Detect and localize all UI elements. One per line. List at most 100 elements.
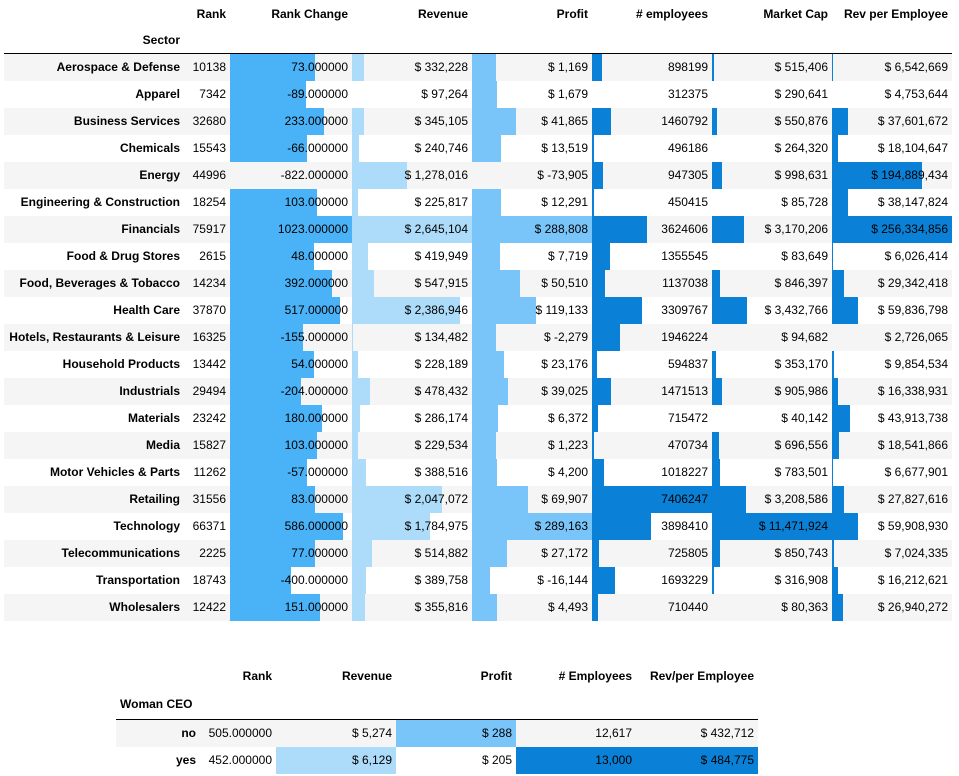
revenue-cell-bar: [352, 161, 408, 189]
rev-per-employee-cell: $ 43,913,738: [832, 404, 952, 432]
profit-cell-value: $ 1,169: [547, 60, 588, 75]
employees-cell: 725805: [592, 539, 712, 567]
profit-cell-value: $ 205: [481, 753, 512, 767]
rank-change-cell-bar: [230, 458, 307, 486]
rev-per-employee-cell-bar: [832, 566, 838, 594]
rank-cell: 505.000000: [200, 719, 276, 747]
rank-cell: 15827: [184, 431, 230, 459]
employees-cell-bar: [592, 377, 612, 405]
rev-per-employee-cell: $ 256,334,856: [832, 215, 952, 243]
col-header-revenue[interactable]: Revenue: [341, 668, 392, 683]
sector-label: Industrials: [4, 377, 184, 405]
table-row: Energy 44996 -822.000000 $ 1,278,016 $ -73,9…: [4, 161, 952, 189]
col-header-employees[interactable]: # Employees: [558, 668, 632, 683]
market-cap-cell: $ 696,556: [712, 431, 832, 459]
rank-cell: 29494: [184, 377, 230, 405]
rank-change-cell: 180.000000: [230, 404, 352, 432]
employees-cell-bar: [516, 746, 636, 774]
revenue-cell-bar: [352, 242, 368, 270]
col-header-rev-per-employee[interactable]: Rev per Employee: [843, 6, 948, 21]
revenue-cell: $ 419,949: [352, 242, 472, 270]
revenue-cell-value: $ 419,949: [414, 249, 468, 263]
revenue-cell: $ 229,534: [352, 431, 472, 459]
employees-cell-bar: [592, 350, 597, 378]
rank-change-cell-value: 517.000000: [284, 303, 348, 317]
rank-change-cell-bar: [230, 566, 291, 594]
rev-per-employee-cell-value: $ 18,104,647: [877, 141, 948, 155]
rev-per-employee-cell-value: $ 256,334,856: [871, 222, 948, 236]
market-cap-cell: $ 290,641: [712, 81, 832, 108]
profit-cell-bar: [472, 269, 520, 297]
col-header-rank-change[interactable]: Rank Change: [271, 6, 348, 21]
table-row: Food & Drug Stores 2615 48.000000 $ 419,949…: [4, 242, 952, 270]
revenue-cell-value: $ 514,882: [414, 546, 468, 560]
revenue-cell-bar: [352, 377, 370, 405]
rev-per-employee-cell-bar: [832, 296, 859, 324]
employees-cell: 1018227: [592, 458, 712, 486]
revenue-cell: $ 388,516: [352, 458, 472, 486]
profit-cell: $ 288: [396, 719, 516, 747]
profit-cell-value: $ -73,905: [537, 168, 588, 182]
market-cap-cell: $ 316,908: [712, 566, 832, 594]
rank-change-cell-value: -822.000000: [280, 168, 348, 182]
rank-change-cell-bar: [230, 269, 333, 297]
market-cap-cell-value: $ 3,208,586: [764, 492, 828, 506]
revenue-cell-bar: [352, 215, 472, 243]
col-header-profit[interactable]: Profit: [480, 668, 512, 683]
rev-per-employee-cell: $ 16,212,621: [832, 566, 952, 594]
revenue-cell-bar: [352, 566, 367, 594]
market-cap-cell: $ 515,406: [712, 53, 832, 81]
revenue-cell-value: $ 5,274: [351, 726, 392, 741]
rev-per-employee-cell: $ 26,940,272: [832, 593, 952, 621]
table-row: Health Care 37870 517.000000 $ 2,386,946 $ 1…: [4, 296, 952, 324]
profit-cell-value: $ 39,025: [541, 384, 588, 398]
rev-per-employee-cell: $ 7,024,335: [832, 539, 952, 567]
employees-cell-value: 1693229: [661, 573, 708, 587]
employees-cell: 1137038: [592, 269, 712, 297]
col-header-market-cap[interactable]: Market Cap: [763, 6, 828, 21]
rank-cell: 16325: [184, 323, 230, 351]
rank-cell: 75917: [184, 215, 230, 243]
profit-cell-value: $ 289,163: [534, 519, 588, 533]
employees-cell: 13,000: [516, 746, 636, 774]
rank-change-cell-value: -66.000000: [287, 141, 348, 155]
employees-cell: 710440: [592, 593, 712, 621]
col-header-rank[interactable]: Rank: [242, 668, 272, 683]
employees-cell-bar: [592, 485, 712, 513]
rev-per-employee-cell: $ 18,104,647: [832, 134, 952, 162]
col-header-revenue[interactable]: Revenue: [417, 6, 468, 21]
rank-change-cell-value: 586.000000: [284, 519, 348, 533]
employees-cell: 1693229: [592, 566, 712, 594]
rank-change-cell-bar: [230, 431, 317, 459]
rev-per-employee-cell: $ 27,827,616: [832, 485, 952, 513]
col-header-employees[interactable]: # employees: [635, 6, 708, 21]
revenue-cell-bar: [352, 431, 358, 459]
rank-cell: 66371: [192, 519, 226, 533]
rank-cell: 452.000000: [208, 753, 272, 767]
col-header-rank[interactable]: Rank: [196, 6, 226, 21]
rev-per-employee-cell-bar: [832, 54, 834, 81]
col-header-rev-per-employee[interactable]: Rev/per Employee: [649, 668, 754, 683]
profit-cell-value: $ 288: [481, 726, 512, 741]
profit-cell-bar: [472, 107, 517, 135]
rank-change-cell: -57.000000: [230, 458, 352, 486]
rank-change-cell: -89.000000: [230, 80, 352, 108]
rank-change-cell: -204.000000: [230, 377, 352, 405]
sector-label: Food, Beverages & Tobacco: [4, 269, 184, 297]
revenue-cell: $ 355,816: [352, 593, 472, 621]
employees-cell-bar: [592, 269, 606, 297]
col-header-profit[interactable]: Profit: [556, 6, 588, 21]
rev-per-employee-cell-bar: [636, 746, 758, 774]
rank-change-cell-bar: [230, 512, 344, 540]
employees-cell-bar: [592, 566, 615, 594]
corner-cell: [116, 662, 200, 689]
profit-cell-bar: [472, 215, 592, 243]
revenue-cell-bar: [352, 350, 358, 378]
rank-change-cell: 48.000000: [230, 242, 352, 270]
employees-cell-bar: [592, 107, 612, 135]
market-cap-cell-bar: [712, 269, 721, 297]
profit-cell-bar: [472, 404, 499, 432]
employees-cell: 898199: [592, 53, 712, 81]
market-cap-cell: $ 850,743: [712, 539, 832, 567]
revenue-cell-value: $ 229,534: [414, 438, 468, 452]
